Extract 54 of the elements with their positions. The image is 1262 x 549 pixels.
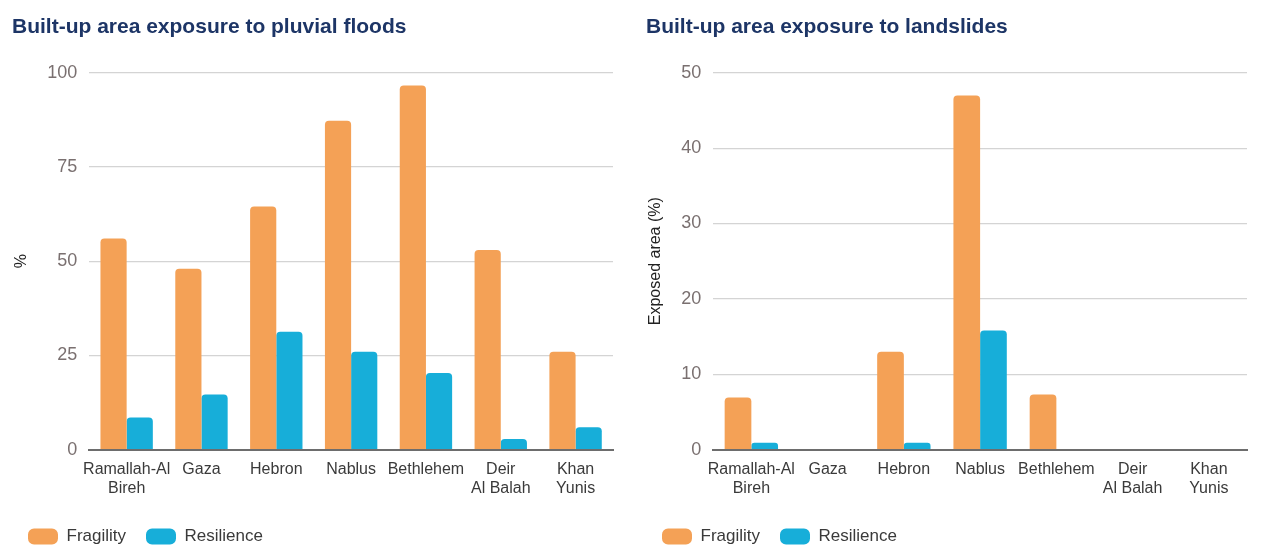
- y-tick-label: 20: [681, 287, 702, 308]
- chart-title: Built-up area exposure to pluvial floods: [11, 13, 408, 39]
- legend-label: Fragility: [66, 526, 127, 546]
- x-tick-label: Hebron: [877, 459, 931, 477]
- bar: [724, 397, 752, 449]
- bar: [126, 417, 153, 449]
- x-tick-label: Nablus: [326, 459, 377, 477]
- y-tick-label: 50: [57, 250, 78, 271]
- y-tick-label: 30: [681, 212, 702, 233]
- x-tick-label: Gaza: [808, 459, 847, 477]
- bar: [201, 394, 228, 449]
- bar: [250, 206, 277, 449]
- y-axis-title: Exposed area (%): [646, 197, 664, 326]
- bar: [575, 427, 602, 449]
- x-tick-label: Deir Al Balah: [1102, 459, 1163, 496]
- y-tick-label: 25: [57, 344, 78, 365]
- bar: [474, 249, 501, 449]
- y-tick-label: 0: [67, 438, 78, 459]
- x-tick-label: Ramallah-Al Bireh: [83, 459, 171, 496]
- bar: [751, 442, 779, 449]
- bar: [100, 238, 127, 449]
- legend-label: Resilience: [184, 526, 263, 546]
- y-tick-label: 100: [47, 61, 78, 82]
- bar: [351, 351, 378, 449]
- x-tick-label: Hebron: [250, 459, 303, 477]
- x-tick-label: Bethlehem: [1018, 459, 1095, 477]
- x-tick-label: Ramallah-Al Bireh: [707, 459, 795, 496]
- y-axis-title: %: [12, 254, 30, 269]
- bar: [903, 442, 931, 449]
- x-tick-label: Deir Al Balah: [470, 459, 531, 496]
- x-tick-label: Khan Yunis: [1189, 459, 1229, 496]
- bar: [425, 373, 453, 449]
- bar: [549, 351, 576, 449]
- x-tick-label: Khan Yunis: [556, 459, 596, 496]
- x-tick-label: Bethlehem: [387, 459, 465, 477]
- bar: [399, 85, 426, 449]
- y-tick-label: 50: [681, 61, 702, 82]
- x-tick-label: Gaza: [182, 459, 221, 477]
- y-tick-label: 10: [681, 363, 702, 384]
- legend-label: Resilience: [818, 526, 897, 546]
- x-tick-label: Nablus: [955, 459, 1006, 477]
- y-tick-label: 40: [681, 137, 702, 158]
- chart-title: Built-up area exposure to landslides: [645, 13, 1009, 39]
- bar: [175, 268, 202, 449]
- bar: [324, 120, 352, 449]
- bar: [1029, 394, 1057, 449]
- bar: [980, 330, 1007, 449]
- legend-label: Fragility: [700, 526, 761, 546]
- y-tick-label: 0: [691, 438, 702, 459]
- bar: [877, 351, 904, 449]
- y-tick-label: 75: [57, 155, 78, 176]
- bar: [500, 439, 527, 449]
- bar: [953, 95, 981, 449]
- bar: [276, 331, 303, 449]
